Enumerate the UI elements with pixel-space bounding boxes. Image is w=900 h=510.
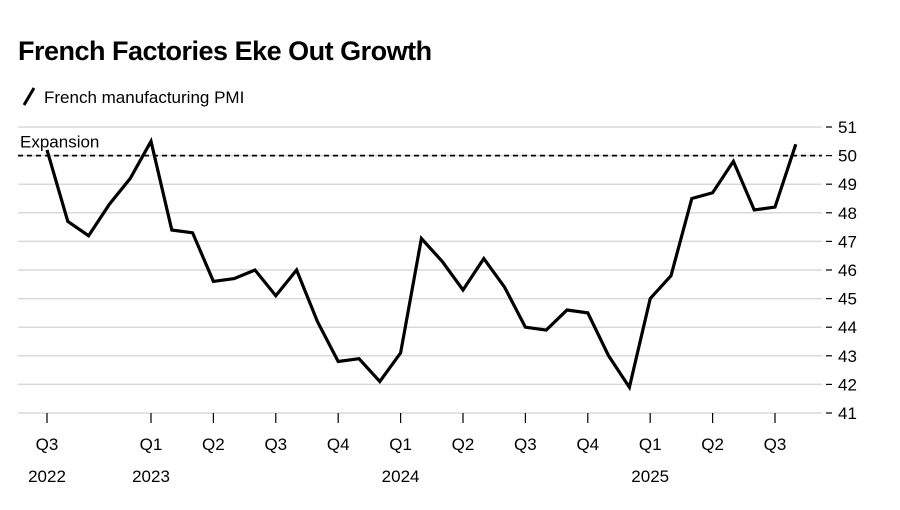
y-tick-label: 45 <box>838 290 857 309</box>
x-tick-label: Q1 <box>639 435 662 454</box>
chart-title: French Factories Eke Out Growth <box>18 36 432 66</box>
x-tick-label: Q3 <box>764 435 787 454</box>
y-tick-label: 48 <box>838 204 857 223</box>
x-tick-label: Q3 <box>514 435 537 454</box>
y-tick-label: 46 <box>838 261 857 280</box>
x-tick-label: Q4 <box>576 435 599 454</box>
x-tick-label: Q1 <box>140 435 163 454</box>
x-year-label: 2025 <box>631 467 669 486</box>
x-tick-label: Q2 <box>452 435 475 454</box>
x-tick-label: Q4 <box>327 435 350 454</box>
y-tick-label: 49 <box>838 175 857 194</box>
y-tick-label: 41 <box>838 404 857 423</box>
y-tick-label: 50 <box>838 147 857 166</box>
y-tick-label: 44 <box>838 318 857 337</box>
x-tick-label: Q3 <box>36 435 59 454</box>
series-line <box>45 136 798 392</box>
x-year-label: 2024 <box>382 467 420 486</box>
x-tick-label: Q2 <box>701 435 724 454</box>
reference-label: Expansion <box>20 133 99 152</box>
y-tick-label: 42 <box>838 375 857 394</box>
x-tick-label: Q1 <box>389 435 412 454</box>
x-year-label: 2022 <box>28 467 66 486</box>
legend-label: French manufacturing PMI <box>44 88 244 107</box>
legend-swatch <box>22 87 36 106</box>
y-tick-label: 43 <box>838 347 857 366</box>
x-year-label: 2023 <box>132 467 170 486</box>
x-tick-label: Q2 <box>202 435 225 454</box>
x-tick-label: Q3 <box>264 435 287 454</box>
y-tick-label: 51 <box>838 118 857 137</box>
y-tick-label: 47 <box>838 232 857 251</box>
